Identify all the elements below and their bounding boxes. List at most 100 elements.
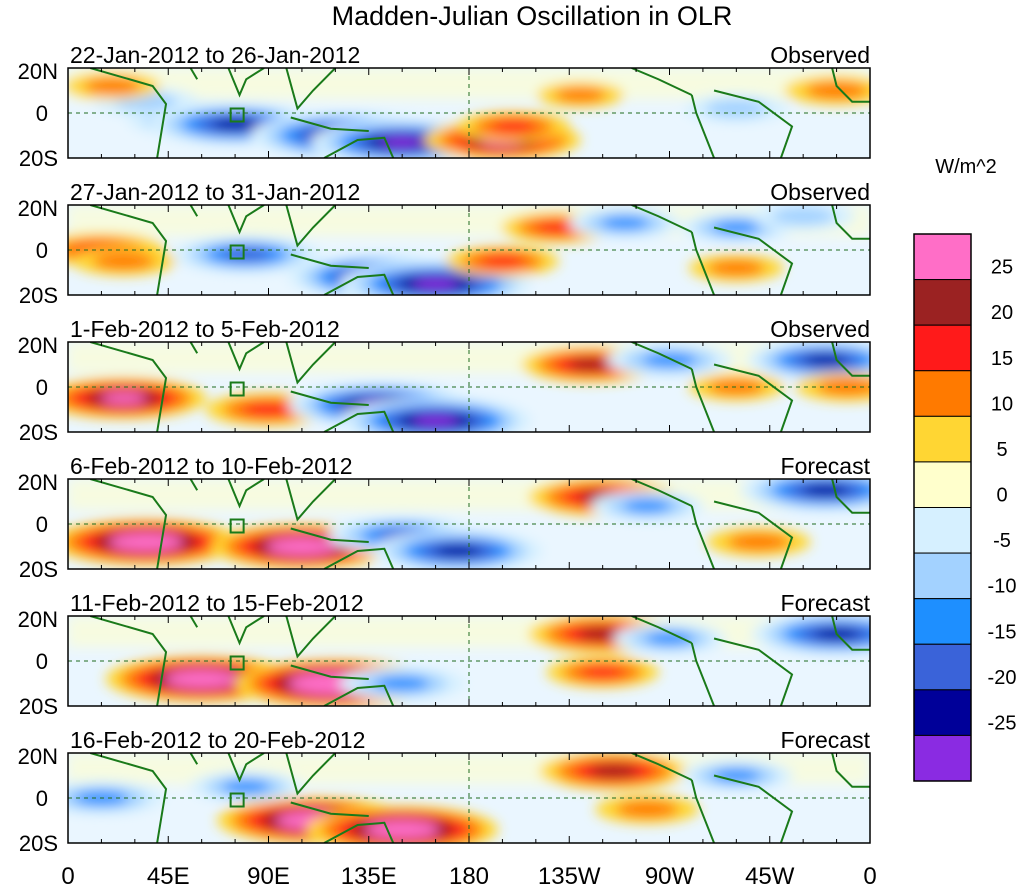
coastlines (90, 205, 870, 295)
anomaly-blob (578, 665, 627, 679)
panel-type-label: Forecast (781, 453, 871, 479)
panel-6: 16-Feb-2012 to 20-Feb-2012 Forecast 20N 0 20… (18, 727, 871, 856)
y-tick-label: 20S (19, 694, 58, 719)
x-tick-label: 90W (645, 863, 695, 887)
anomaly-field (68, 342, 870, 432)
panel-3: 1-Feb-2012 to 5-Feb-2012 Observed 20N 0 20S (18, 316, 871, 445)
coastline (290, 664, 369, 680)
anomaly-blob (478, 254, 527, 268)
y-tick-label: 20S (19, 831, 58, 856)
coastline (290, 801, 369, 817)
anomaly-blob (280, 541, 324, 552)
colorbar-label: 0 (996, 485, 1007, 507)
anomaly-blob (413, 278, 458, 290)
colorbar-label: -20 (988, 667, 1017, 689)
panel-date-range: 1-Feb-2012 to 5-Feb-2012 (70, 316, 340, 342)
reference-box (229, 381, 245, 397)
coastline (831, 205, 870, 240)
coastline (227, 616, 265, 646)
y-tick-label: 20N (18, 59, 58, 84)
anomaly-blob (771, 207, 835, 225)
panel-4: 6-Feb-2012 to 10-Feb-2012 Forecast 20N 0 20S (18, 453, 871, 582)
colorbar-swatch (913, 552, 972, 600)
coastline (631, 753, 693, 781)
y-tick-label: 20N (18, 744, 58, 769)
panel-type-label: Forecast (781, 590, 871, 616)
anomaly-blob (489, 119, 538, 134)
coastline (631, 479, 693, 507)
coastline (90, 479, 168, 569)
anomaly-blob (92, 252, 155, 270)
x-tick-label: 135W (538, 863, 601, 887)
colorbar-swatch (913, 734, 972, 782)
panel-date-range: 11-Feb-2012 to 15-Feb-2012 (70, 590, 364, 616)
panel-type-label: Forecast (781, 727, 871, 753)
coastline (690, 779, 715, 843)
y-tick-label: 20S (19, 420, 58, 445)
anomaly-field (68, 616, 870, 706)
coastline (631, 68, 693, 96)
y-tick-label: 20S (19, 283, 58, 308)
anomaly-blob (179, 673, 224, 685)
panel-date-range: 22-Jan-2012 to 26-Jan-2012 (70, 42, 360, 68)
anomaly-blob (434, 545, 482, 557)
colorbar-frame (913, 233, 972, 782)
colorbar-label: -15 (988, 621, 1017, 643)
colorbar-label: 25 (991, 257, 1013, 279)
x-tick-label: 0 (863, 863, 876, 887)
x-tick-label: 180 (449, 863, 489, 887)
anomaly-blob (623, 499, 672, 513)
anomaly-blob (616, 800, 679, 818)
coastline (831, 68, 870, 103)
coastlines (90, 616, 870, 706)
panel-date-range: 16-Feb-2012 to 20-Feb-2012 (70, 727, 365, 753)
coastline (227, 342, 265, 372)
anomaly-blob (123, 536, 169, 548)
anomaly-blob (645, 631, 694, 646)
anomaly-blob (413, 415, 458, 427)
coastline (690, 231, 715, 295)
anomaly-blob (222, 780, 271, 794)
anomaly-blob (83, 77, 142, 95)
colorbar-swatch (913, 689, 972, 736)
coastline (90, 205, 168, 295)
coastline (323, 273, 395, 295)
coastline (90, 342, 168, 432)
panel-1: 22-Jan-2012 to 26-Jan-2012 Observed 20N 0 20… (18, 42, 871, 171)
coastline (90, 753, 168, 843)
panels: 22-Jan-2012 to 26-Jan-2012 Observed 20N 0 20… (18, 42, 871, 856)
colorbar: 25 20 15 10 5 0 -5 -10 -15 -20 -25 (913, 233, 1017, 782)
anomaly-blob (101, 392, 147, 404)
coastline (227, 479, 265, 509)
coastline (713, 363, 794, 432)
coastlines (90, 753, 870, 843)
y-tick-label: 0 (36, 101, 48, 126)
colorbar-swatch (913, 598, 972, 645)
colorbar-label: 20 (991, 302, 1013, 324)
coastline (690, 368, 715, 432)
colorbar-label: -10 (988, 576, 1017, 598)
colorbar-label: 15 (991, 348, 1013, 370)
panel-type-label: Observed (770, 179, 870, 205)
colorbar-label: 5 (996, 439, 1007, 461)
coastline (323, 410, 395, 432)
colorbar-label: 10 (991, 393, 1013, 415)
reference-box (229, 107, 245, 123)
y-tick-label: 20S (19, 146, 58, 171)
anomaly-blob (805, 81, 868, 100)
coastline (290, 390, 369, 406)
coastline (323, 684, 395, 706)
y-tick-label: 0 (36, 649, 48, 674)
coastline (189, 616, 199, 628)
anomaly-blob (380, 824, 425, 835)
coastline (285, 68, 337, 111)
anomaly-blob (802, 484, 849, 497)
coastline (713, 774, 794, 843)
colorbar-label: -25 (988, 712, 1017, 734)
coastline (189, 68, 199, 80)
colorbar-swatch (913, 643, 972, 691)
panel-type-label: Observed (770, 316, 870, 342)
colorbar-label: -5 (993, 530, 1011, 552)
coastline (189, 479, 199, 491)
